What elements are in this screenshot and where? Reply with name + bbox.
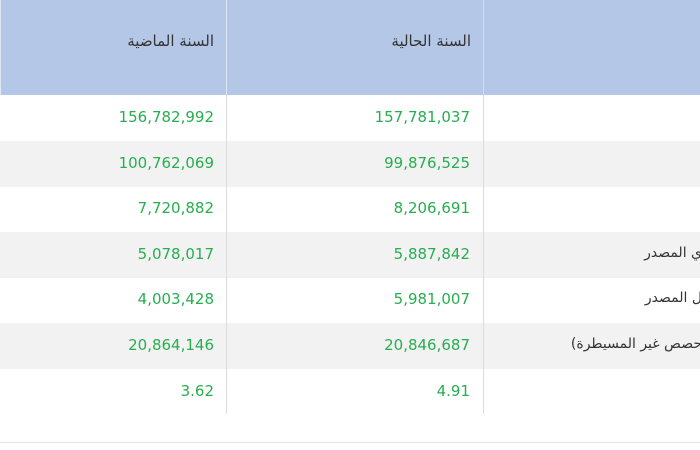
row-label: ل المصدر (644, 290, 700, 307)
table-row: 100,762,069 99,876,525 (0, 140, 700, 187)
header-text: السنة الماضية (127, 32, 214, 50)
current-year-value: 5,981,007 (393, 290, 470, 309)
table-row: 3.62 4.91 (0, 369, 700, 415)
last-year-value: 5,078,017 (137, 244, 214, 263)
bottom-border (0, 442, 700, 443)
last-year-value: 3.62 (180, 381, 214, 400)
table-row: 4,003,428 5,981,007 ل المصدر (0, 277, 700, 323)
current-year-value: 4.91 (436, 381, 470, 400)
last-year-value: 20,864,146 (128, 336, 214, 354)
column-divider (483, 0, 484, 414)
last-year-value: 156,782,992 (118, 108, 214, 126)
header-row (0, 0, 700, 95)
last-year-value: 7,720,882 (137, 199, 214, 218)
last-year-value: 4,003,428 (137, 290, 214, 309)
header-cell: السنة الماضية (0, 0, 226, 95)
header-text: السنة الحالية (391, 32, 471, 50)
current-year-value: 5,887,842 (393, 244, 470, 263)
table-row: 156,782,992 157,781,037 (0, 95, 700, 141)
header-cell: السنة الحالية (226, 0, 483, 95)
table-row: 5,078,017 5,887,842 ي المصدر (0, 231, 700, 278)
current-year-value: 8,206,691 (393, 199, 470, 218)
table-row: 20,864,146 20,846,687 حصص غير المسيطرة) (0, 323, 700, 369)
current-year-value: 20,846,687 (384, 336, 470, 354)
table-row: 7,720,882 8,206,691 (0, 186, 700, 232)
row-label: حصص غير المسيطرة) (570, 336, 700, 352)
current-year-value: 99,876,525 (384, 153, 470, 172)
last-year-value: 100,762,069 (118, 153, 214, 172)
current-year-value: 157,781,037 (374, 108, 470, 126)
row-label: ي المصدر (644, 244, 700, 261)
header-cell (483, 0, 700, 95)
column-divider (226, 95, 227, 414)
